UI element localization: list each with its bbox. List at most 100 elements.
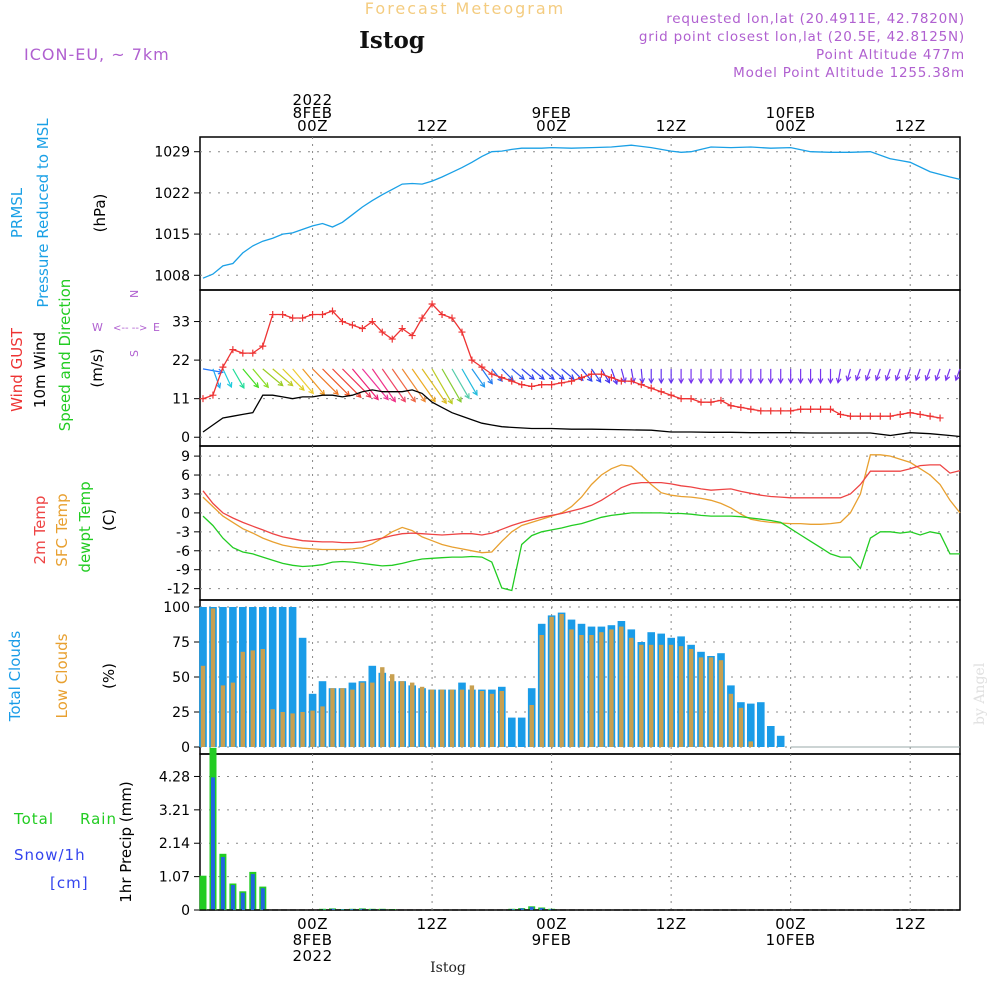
gust-point xyxy=(428,300,436,308)
low-cloud-bar xyxy=(250,650,255,747)
dewpoint-line xyxy=(202,512,960,592)
snow-bar xyxy=(340,909,345,910)
wind-arrow xyxy=(491,368,503,382)
ylabel-low-clouds: Low Clouds xyxy=(53,633,71,718)
wind-arrow-head xyxy=(239,382,245,389)
wind-speed-line xyxy=(202,389,961,438)
low-cloud-bar xyxy=(240,651,245,747)
gust-point xyxy=(866,412,874,420)
gust-point xyxy=(667,391,675,399)
wind-arrow xyxy=(561,368,575,380)
wind-arrow-head xyxy=(668,378,675,385)
wind-arrow xyxy=(590,368,602,383)
wind-arrow xyxy=(252,368,269,388)
gust-point xyxy=(577,374,585,382)
wind-arrow xyxy=(451,368,470,399)
wind-arrow-head xyxy=(604,377,611,384)
legend-snow: Snow/1h xyxy=(14,846,86,864)
low-cloud-bar xyxy=(320,706,325,747)
gust-point xyxy=(508,377,516,385)
requested-coords: requested lon,lat (20.4911E, 42.7820N) xyxy=(666,11,965,27)
ylabel-prmsl: PRMSL xyxy=(8,187,26,238)
wind-arrow-head xyxy=(568,374,575,381)
wind-arrow-head xyxy=(558,374,565,381)
snow-bar xyxy=(350,909,355,910)
wind-arrow xyxy=(541,368,555,380)
snow-bar xyxy=(529,906,534,910)
low-cloud-bar xyxy=(589,635,594,747)
panel-wind: 0 11 22 33 xyxy=(172,289,961,447)
low-cloud-bar xyxy=(340,688,345,747)
ytick-label: 3.21 xyxy=(159,803,190,819)
wind-arrows xyxy=(202,368,961,405)
cloud-bars xyxy=(199,607,960,748)
wind-arrow xyxy=(431,368,453,404)
total-cloud-bar xyxy=(767,726,775,747)
ylabel-ms: (m/s) xyxy=(88,348,106,387)
ylabel-pressure: Pressure Reduced to MSL xyxy=(34,118,52,308)
gust-point xyxy=(787,407,795,415)
wind-arrow-head xyxy=(777,378,784,385)
wind-arrow xyxy=(401,368,426,402)
low-cloud-bar xyxy=(489,693,495,747)
gust-point xyxy=(538,381,546,389)
wind-arrow-head xyxy=(383,394,389,401)
gust-point xyxy=(737,403,745,411)
wind-arrow-head xyxy=(430,396,436,403)
snow-bar xyxy=(240,892,245,910)
wind-arrow-head xyxy=(420,396,426,403)
wind-arrow xyxy=(262,368,284,387)
wind-arrow-head xyxy=(708,378,714,385)
watermark: by Angel xyxy=(972,662,988,725)
gust-point xyxy=(299,314,307,322)
wind-arrow xyxy=(222,368,232,388)
ylabel-percent: (%) xyxy=(100,663,118,689)
compass-arrows: <-- --> xyxy=(113,323,147,334)
wind-arrow xyxy=(292,368,314,394)
gust-point xyxy=(807,405,815,413)
low-cloud-bar xyxy=(718,660,724,747)
wind-arrow-head xyxy=(797,378,804,385)
wind-arrow-head xyxy=(390,396,397,403)
wind-arrow-head xyxy=(874,375,881,382)
low-cloud-bar xyxy=(200,665,206,747)
gust-point xyxy=(916,410,924,418)
total-cloud-bar xyxy=(298,637,307,747)
gust-point xyxy=(338,318,346,326)
low-cloud-bar xyxy=(260,649,265,747)
ylabel-gust: Wind GUST xyxy=(8,327,26,412)
low-cloud-bar xyxy=(698,657,704,747)
compass-e: E xyxy=(153,321,160,334)
wind-arrow-head xyxy=(548,374,555,381)
wind-arrow xyxy=(511,368,525,380)
low-cloud-bar xyxy=(529,705,534,747)
snow-bar xyxy=(260,888,265,910)
wind-arrow-head xyxy=(277,380,284,387)
gust-point xyxy=(767,407,775,415)
low-cloud-bar xyxy=(678,646,684,747)
wind-arrow xyxy=(421,368,447,404)
ytick-label: 1.07 xyxy=(159,870,190,886)
total-cloud-bar xyxy=(219,607,227,747)
time-label: 00Z xyxy=(775,915,806,933)
ytick-label: 33 xyxy=(172,315,190,331)
wind-arrow xyxy=(875,368,881,381)
gust-line xyxy=(202,302,941,419)
time-label: 8FEB xyxy=(293,104,333,122)
wind-arrow-head xyxy=(639,377,646,385)
wind-arrow-head xyxy=(215,382,222,389)
ylabel-c: (C) xyxy=(100,509,118,531)
ytick-label: 9 xyxy=(181,449,190,465)
ylabel-dewpt-temp: dewpt Temp xyxy=(76,481,94,572)
gust-point xyxy=(528,382,536,390)
time-label: 00Z xyxy=(536,915,567,933)
wind-arrow xyxy=(342,368,372,398)
ylabel-2m-temp: 2m Temp xyxy=(31,496,49,565)
gust-point xyxy=(697,398,705,406)
wind-arrow-head xyxy=(914,375,921,382)
total-cloud-bar xyxy=(229,607,237,747)
ytick-label: 1022 xyxy=(154,186,190,202)
sfc-temp-line xyxy=(202,454,961,554)
